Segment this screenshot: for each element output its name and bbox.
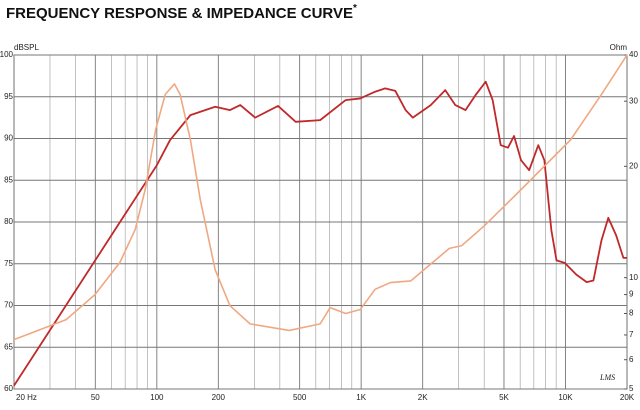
y2-tick-label: 9 — [629, 290, 634, 299]
chart-title-group: FREQUENCY RESPONSE & IMPEDANCE CURVE* — [6, 3, 357, 22]
y-tick-label: 80 — [4, 217, 13, 226]
chart-title: FREQUENCY RESPONSE & IMPEDANCE CURVE — [6, 5, 353, 22]
y-tick-label: 85 — [4, 175, 13, 184]
y2-axis-label: Ohm — [610, 43, 628, 52]
y-tick-label: 100 — [0, 50, 14, 59]
y2-tick-label: 40 — [629, 50, 638, 59]
y-tick-label: 65 — [4, 342, 13, 351]
series-line — [13, 80, 627, 387]
series-line — [13, 54, 628, 341]
y2-tick-label: 10 — [629, 273, 638, 282]
y2-tick-label: 7 — [629, 330, 634, 339]
x-tick-label: 2K — [418, 393, 428, 402]
y-tick-label: 75 — [4, 259, 13, 268]
y-tick-label: 70 — [4, 301, 13, 310]
y2-tick-label: 20 — [629, 161, 638, 170]
watermark: LMS — [599, 373, 615, 382]
y2-tick-label: 8 — [629, 309, 634, 318]
x-tick-label: 200 — [212, 393, 226, 402]
title-note: * — [353, 3, 357, 14]
y-axis-label: dBSPL — [14, 43, 39, 52]
x-tick-label: 1K — [356, 393, 366, 402]
x-tick-label: 20 Hz — [16, 393, 37, 402]
x-tick-label: 100 — [150, 393, 164, 402]
x-tick-label: 10K — [558, 393, 573, 402]
y-tick-label: 60 — [4, 384, 13, 393]
y-tick-label: 90 — [4, 134, 13, 143]
y2-tick-label: 5 — [629, 384, 634, 393]
x-tick-label: 5K — [499, 393, 509, 402]
x-tick-label: 20K — [620, 393, 635, 402]
y2-tick-label: 6 — [629, 355, 634, 364]
y-tick-label: 95 — [4, 92, 13, 101]
x-tick-label: 500 — [293, 393, 307, 402]
x-tick-label: 50 — [91, 393, 100, 402]
y2-tick-label: 30 — [629, 96, 638, 105]
